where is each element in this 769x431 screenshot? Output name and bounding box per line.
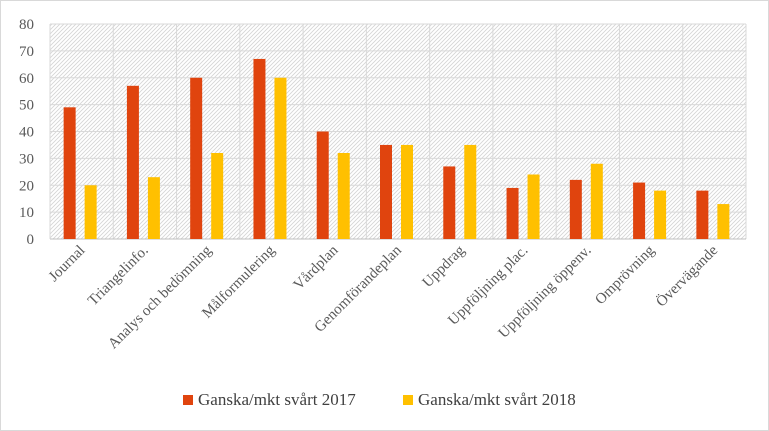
bar-2017: [443, 166, 456, 239]
bar-2017: [253, 58, 266, 239]
bar-2017: [506, 187, 519, 239]
x-tick-label: Analys och bedömning: [105, 242, 215, 352]
y-tick-label: 70: [19, 44, 34, 60]
bar-2018: [147, 177, 160, 239]
bar-2018: [464, 144, 477, 239]
gridlines: [49, 23, 747, 240]
legend-label-2018: Ganska/mkt svårt 2018: [418, 390, 576, 409]
bar-2017: [63, 107, 76, 239]
bar-2017: [190, 77, 203, 239]
bar-2018: [590, 163, 603, 239]
bar-2017: [316, 131, 329, 239]
legend-label-2017: Ganska/mkt svårt 2017: [198, 390, 356, 409]
y-tick-label: 0: [27, 232, 35, 248]
bar-2018: [401, 144, 413, 239]
bar-2017: [696, 190, 709, 239]
x-tick-label: Omprövning: [592, 242, 658, 308]
x-tick-label: Övervägande: [653, 242, 722, 311]
legend-swatch-2017: [183, 395, 193, 405]
y-tick-label: 40: [19, 125, 34, 141]
x-tick-label: Journal: [46, 243, 89, 286]
bar-2017: [569, 179, 582, 239]
bar-2018: [337, 153, 350, 239]
y-tick-label: 10: [19, 205, 34, 221]
bar-2017: [126, 85, 139, 239]
bar-2018: [654, 190, 667, 239]
y-tick-label: 60: [19, 71, 34, 87]
y-tick-label: 20: [19, 178, 34, 194]
legend: Ganska/mkt svårt 2017 Ganska/mkt svårt 20…: [183, 390, 576, 409]
legend-swatch-2018: [403, 395, 413, 405]
x-tick-label: Triangelinfo.: [85, 243, 152, 310]
bars: [63, 58, 730, 239]
bar-2018: [84, 185, 97, 239]
bar-2018: [527, 174, 540, 239]
x-tick-label: Uppdrag: [420, 242, 469, 291]
y-tick-label: 50: [19, 98, 34, 114]
bar-2018: [274, 77, 287, 239]
bar-2017: [633, 182, 646, 239]
y-tick-label: 80: [19, 17, 34, 33]
y-tick-label: 30: [19, 151, 34, 167]
bar-2018: [211, 153, 224, 239]
bar-2018: [717, 204, 730, 239]
x-tick-label: Vårdplan: [291, 242, 342, 293]
y-axis-ticks: 0 10 20 30 40 50 60 70 80: [19, 17, 34, 248]
bar-2017: [380, 144, 392, 239]
